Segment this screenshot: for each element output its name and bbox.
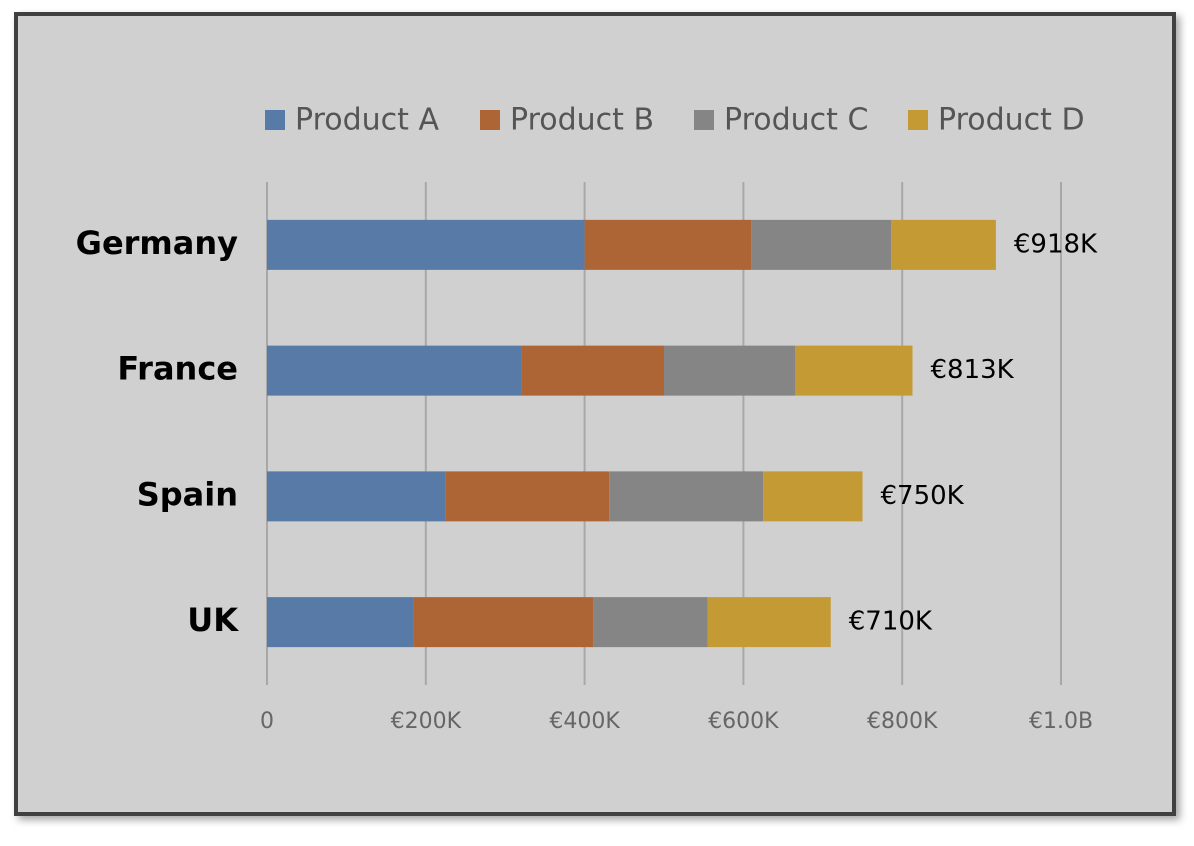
x-tick-label: €800K [867, 709, 938, 734]
bar-segment [267, 597, 414, 648]
y-tick-label: UK [187, 601, 239, 639]
legend-swatch [908, 110, 928, 130]
legend-label: Product B [510, 103, 654, 138]
total-label: €710K [849, 607, 933, 637]
x-tick-label: 0 [260, 709, 274, 734]
bar-segment [267, 219, 585, 270]
legend-swatch [694, 110, 714, 130]
bar-segment [763, 471, 863, 522]
bar-segment [707, 597, 831, 648]
bar-segment [413, 597, 594, 648]
bar-segment [267, 345, 522, 396]
x-tick-label: €600K [708, 709, 779, 734]
total-label: €750K [881, 481, 965, 511]
x-tick-label: €1.0B [1029, 709, 1093, 734]
x-tick-label: €200K [391, 709, 462, 734]
bar-segment [795, 345, 913, 396]
bar-segment [521, 345, 664, 396]
total-label: €918K [1014, 229, 1098, 259]
bar-segment [267, 471, 446, 522]
total-label: €813K [931, 355, 1015, 385]
chart-frame [14, 12, 1176, 816]
legend-label: Product A [295, 103, 439, 138]
legend-swatch [265, 110, 285, 130]
bar-segment [584, 219, 752, 270]
legend-label: Product C [724, 103, 868, 138]
bar-segment [751, 219, 892, 270]
legend-label: Product D [938, 103, 1085, 138]
y-tick-label: France [117, 350, 238, 388]
bar-segment [609, 471, 764, 522]
bar-segment [593, 597, 708, 648]
y-tick-label: Spain [137, 475, 238, 513]
bar-segment [664, 345, 796, 396]
x-tick-label: €400K [549, 709, 620, 734]
bar-segment [445, 471, 610, 522]
y-tick-label: Germany [76, 224, 238, 262]
legend-swatch [480, 110, 500, 130]
bar-segment [891, 219, 996, 270]
